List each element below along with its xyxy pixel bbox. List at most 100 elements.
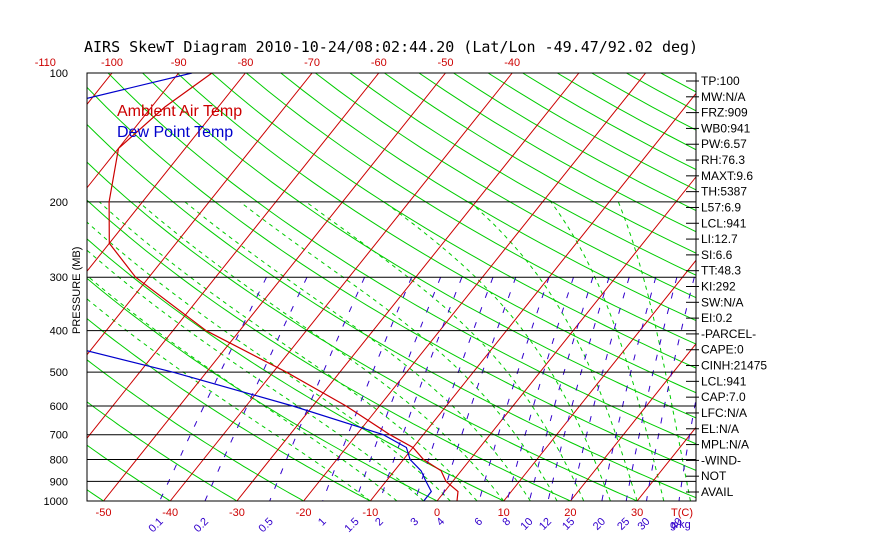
- index-label: WB0:941: [701, 121, 751, 135]
- index-label: LI:12.7: [701, 232, 738, 246]
- index-label: SI:6.6: [701, 248, 733, 262]
- mixing-ratio-tick-label: 20: [591, 516, 608, 533]
- axes: 1002003004005006007008009001000-120-110-…: [35, 57, 693, 535]
- index-label: AVAIL: [701, 485, 734, 499]
- isotherm: [570, 343, 696, 501]
- index-label: NOT: [701, 469, 727, 483]
- index-label: TP:100: [701, 74, 740, 88]
- pressure-tick-label: 900: [50, 476, 68, 488]
- isotherm: [87, 73, 180, 189]
- mixing-ratio-line: [528, 277, 594, 501]
- mixing-ratio-tick-label: 1.5: [342, 516, 361, 535]
- index-label: CINH:21475: [701, 359, 767, 373]
- top-temperature-tick-label: -50: [438, 57, 454, 69]
- index-label: -PARCEL-: [701, 327, 756, 341]
- moist-adiabat: [98, 201, 478, 501]
- dry-adiabat: [730, 73, 870, 501]
- isotherm: [436, 176, 696, 501]
- isotherm: [103, 73, 446, 501]
- mixing-ratio-tick-label: 4: [434, 516, 447, 529]
- mixing-ratio-tick-label: 3: [408, 516, 421, 529]
- index-label: MW:N/A: [701, 90, 745, 104]
- isotherm: [303, 73, 646, 501]
- mixing-ratio-line: [625, 277, 678, 501]
- isotherm: [236, 73, 580, 501]
- mixing-ratio-line: [440, 277, 517, 501]
- mixing-ratio-line: [159, 276, 267, 501]
- mixing-ratio-line: [547, 277, 610, 501]
- isotherm: [87, 73, 380, 439]
- index-label: CAPE:0: [701, 343, 744, 357]
- pressure-tick-label: 1000: [44, 496, 68, 508]
- index-label: CAP:7.0: [701, 390, 746, 404]
- chart-title: AIRS SkewT Diagram 2010-10-24/08:02:44.2…: [84, 38, 698, 56]
- index-label: EI:0.2: [701, 311, 733, 325]
- dry-adiabat: [87, 444, 171, 501]
- pressure-tick-label: 100: [50, 68, 68, 80]
- top-temperature-tick-label: -80: [237, 57, 253, 69]
- dry-adiabat: [87, 317, 371, 501]
- moist-adiabat: [383, 201, 611, 501]
- isotherm: [369, 92, 696, 501]
- mixing-ratio-tick-label: 0.2: [192, 516, 211, 535]
- mixing-ratio-tick-label: 6: [472, 516, 485, 529]
- index-label: SW:N/A: [701, 295, 743, 309]
- legend-entry: Dew Point Temp: [117, 124, 233, 141]
- dry-adiabat: [87, 123, 696, 499]
- dry-adiabat: [384, 73, 696, 254]
- top-temperature-tick-label: -110: [35, 57, 56, 69]
- dry-adiabat: [280, 73, 696, 322]
- bottom-temperature-tick-label: 20: [564, 507, 576, 519]
- moist-adiabat: [87, 249, 425, 501]
- isotherm: [636, 426, 696, 501]
- moist-adiabat: [617, 201, 691, 501]
- top-temperature-tick-label: -60: [371, 57, 387, 69]
- index-label: LCL:941: [701, 216, 747, 230]
- index-label: L57:6.9: [701, 200, 741, 214]
- moist-adiabat: [305, 201, 585, 501]
- dry-adiabat: [315, 73, 696, 299]
- legend: Ambient Air Temp Dew Point Temp: [117, 103, 242, 141]
- moist-adiabat: [138, 201, 505, 501]
- index-label: -WIND-: [701, 453, 741, 467]
- index-label: LCL:941: [701, 374, 747, 388]
- legend-entry: Ambient Air Temp: [117, 103, 242, 120]
- isotherm: [771, 73, 870, 501]
- mixing-ratio-line: [269, 276, 366, 501]
- dry-adiabat: [87, 359, 304, 501]
- bottom-temperature-tick-label: -50: [96, 507, 112, 519]
- dry-adiabat: [211, 73, 696, 369]
- dry-adiabat: [87, 238, 504, 501]
- mixing-ratio-line: [646, 277, 695, 501]
- moist-adiabat: [184, 201, 531, 501]
- isotherm: [169, 73, 513, 501]
- top-temperature-tick-label: -90: [171, 57, 187, 69]
- mixing-ratio-line: [506, 277, 574, 501]
- moist-adiabat: [469, 201, 638, 501]
- isotherm: [87, 73, 246, 273]
- index-label: FRZ:909: [701, 106, 748, 120]
- mixing-ratio-tick-label: 10: [518, 516, 535, 533]
- index-label: PW:6.57: [701, 137, 747, 151]
- plot-area: [0, 73, 870, 501]
- top-temperature-tick-label: -70: [304, 57, 320, 69]
- dew-point-temp-curve: [87, 73, 433, 501]
- index-label: TT:48.3: [701, 264, 741, 278]
- mixing-ratio-tick-label: 1: [316, 516, 329, 529]
- index-label: LFC:N/A: [701, 406, 747, 420]
- y-axis-label: PRESSURE (MB): [71, 247, 83, 334]
- mixing-ratio-line: [322, 277, 413, 501]
- bottom-temperature-tick-label: -20: [296, 507, 312, 519]
- index-label: MPL:N/A: [701, 438, 749, 452]
- isotherm: [0, 73, 45, 501]
- top-temperature-tick-label: -40: [504, 57, 520, 69]
- index-label: RH:76.3: [701, 153, 745, 167]
- dry-adiabat: [87, 199, 571, 501]
- bottom-temperature-tick-label: -10: [362, 507, 378, 519]
- dry-adiabat: [0, 73, 37, 501]
- dry-adiabat: [418, 73, 696, 233]
- ambient-air-temp-curve: [108, 73, 459, 501]
- dry-adiabat: [142, 73, 696, 419]
